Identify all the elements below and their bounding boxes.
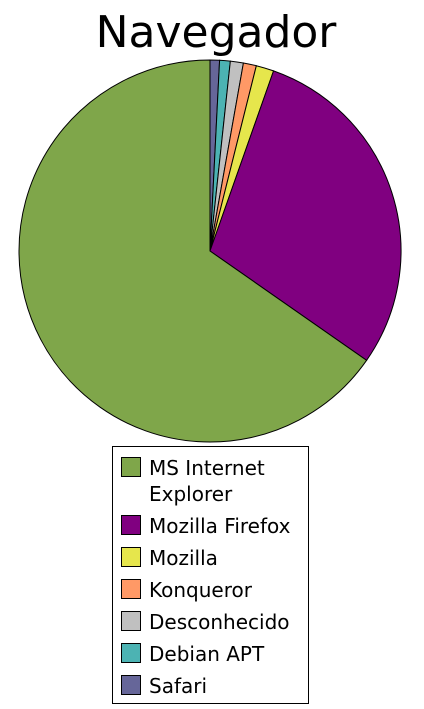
legend-item: Desconhecido	[121, 609, 309, 635]
legend-swatch	[121, 579, 141, 599]
legend-item: Konqueror	[121, 577, 309, 603]
legend-item: Safari	[121, 673, 309, 699]
legend-label: Mozilla Firefox	[149, 514, 291, 538]
chart-title: Navegador	[96, 7, 338, 58]
legend-item: Mozilla	[121, 545, 309, 571]
legend-label: Desconhecido	[149, 610, 290, 634]
legend-label: Safari	[149, 674, 208, 698]
legend-swatch	[121, 643, 141, 663]
legend-label: Debian APT	[149, 642, 265, 666]
legend-swatch	[121, 611, 141, 631]
legend-label: MS Internet Explorer	[149, 456, 265, 506]
legend-item: Debian APT	[121, 641, 309, 667]
legend-swatch	[121, 675, 141, 695]
pie-slice-mozilla-firefox	[209, 70, 402, 362]
legend-label: Mozilla	[149, 546, 218, 570]
legend-swatch	[121, 515, 141, 535]
legend-swatch	[121, 547, 141, 567]
pie-slices	[18, 59, 402, 443]
legend: MS Internet Explorer Mozilla Firefox Moz…	[112, 446, 309, 704]
legend-swatch	[121, 457, 141, 477]
legend-item: Mozilla Firefox	[121, 513, 309, 539]
legend-label: Konqueror	[149, 578, 252, 602]
pie-slice-ms-internet-explorer	[18, 59, 368, 443]
legend-item: MS Internet Explorer	[121, 455, 309, 507]
